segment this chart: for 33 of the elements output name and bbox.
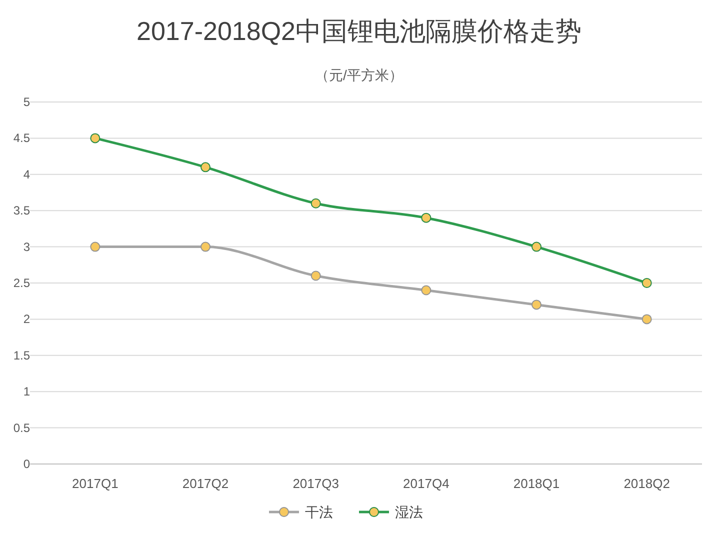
y-tick-label: 0	[23, 457, 30, 471]
y-tick-label: 3.5	[13, 204, 30, 218]
legend-label: 干法	[305, 504, 333, 520]
point	[532, 300, 542, 310]
point	[421, 212, 432, 223]
point	[200, 242, 210, 252]
point	[310, 270, 321, 281]
y-tick-label: 2	[23, 312, 30, 326]
y-tick-label: 2.5	[13, 276, 30, 290]
x-tick-label: 2018Q2	[624, 476, 670, 491]
legend-label: 湿法	[395, 504, 423, 520]
chart-subtitle: （元/平方米）	[315, 67, 403, 83]
point	[421, 285, 432, 296]
point	[642, 278, 652, 288]
point	[90, 133, 100, 144]
y-tick-label: 1.5	[13, 348, 30, 362]
x-tick-label: 2017Q3	[292, 476, 339, 491]
y-tick-label: 3	[23, 240, 30, 254]
x-tick-label: 2017Q2	[182, 476, 229, 491]
point	[200, 162, 210, 172]
y-tick-label: 5	[23, 95, 30, 109]
point	[90, 242, 100, 252]
chart-title: 2017-2018Q2中国锂电池隔膜价格走势	[136, 16, 582, 46]
x-tick-label: 2017Q4	[403, 476, 450, 491]
point	[532, 242, 542, 252]
y-tick-label: 4.5	[13, 131, 30, 146]
y-tick-label: 4	[23, 167, 30, 182]
y-tick-label: 0.5	[13, 420, 30, 435]
point	[310, 198, 321, 208]
y-tick-label: 1	[23, 384, 30, 399]
point	[642, 314, 652, 324]
x-tick-label: 2017Q1	[72, 476, 118, 491]
x-tick-label: 2018Q1	[513, 476, 560, 491]
